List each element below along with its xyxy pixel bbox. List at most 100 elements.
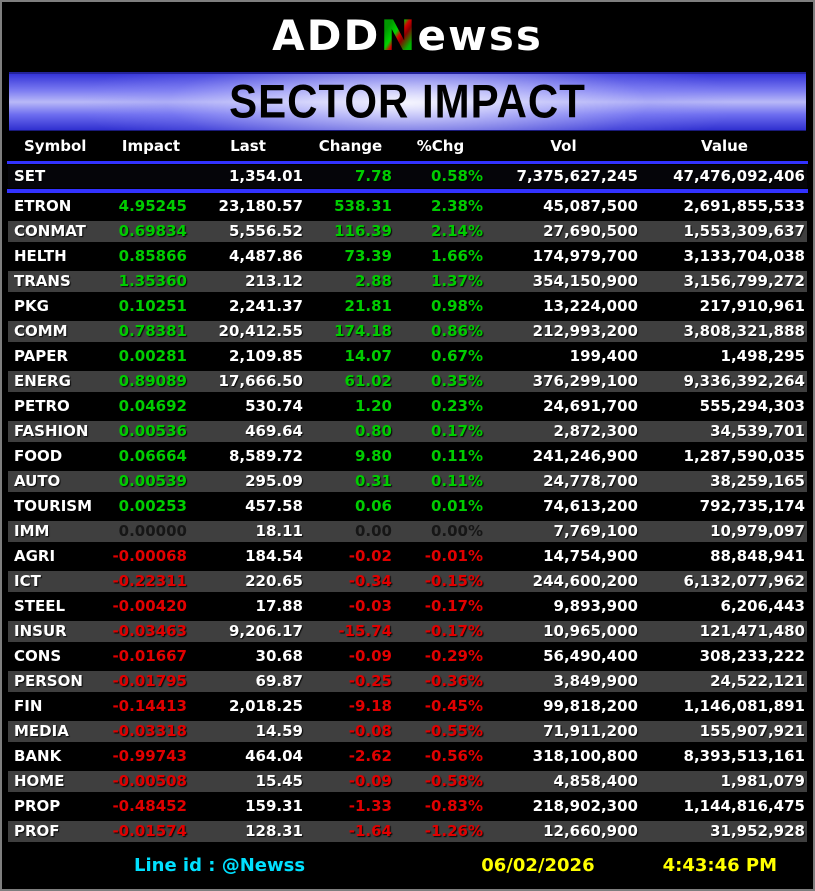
sector-pchg: 2.38% (430, 197, 483, 215)
sector-symbol: PERSON (14, 672, 83, 690)
sector-pchg: 2.14% (430, 222, 483, 240)
table-row: ENERG 0.89089 17,666.50 61.02 0.35% 376,… (8, 371, 807, 392)
sector-pchg: 0.86% (430, 322, 483, 340)
table-row: IMM 0.00000 18.11 0.00 0.00% 7,769,100 1… (8, 521, 807, 542)
sector-change: -0.03 (348, 597, 392, 615)
sector-pchg: 1.37% (430, 272, 483, 290)
sector-vol: 24,691,700 (543, 397, 638, 415)
table-row: PAPER 0.00281 2,109.85 14.07 0.67% 199,4… (8, 346, 807, 367)
sector-impact-value: 4.95245 (118, 197, 187, 215)
title-banner: SECTOR IMPACT (9, 72, 806, 131)
column-header-symbol: Symbol (24, 137, 87, 155)
sector-value: 34,539,701 (710, 422, 805, 440)
sector-table-body: ETRON 4.95245 23,180.57 538.31 2.38% 45,… (2, 196, 813, 842)
sector-impact-value: -0.01574 (112, 822, 187, 840)
sector-change: -2.62 (348, 747, 392, 765)
sector-change: -1.33 (348, 797, 392, 815)
sector-vol: 241,246,900 (532, 447, 638, 465)
sector-symbol: CONS (14, 647, 62, 665)
set-last: 1,354.01 (228, 167, 303, 185)
sector-vol: 7,769,100 (553, 522, 638, 540)
sector-last: 5,556.52 (228, 222, 303, 240)
sector-vol: 12,660,900 (543, 822, 638, 840)
sector-last: 469.64 (245, 422, 303, 440)
sector-last: 4,487.86 (228, 247, 303, 265)
date-label: 06/02/2026 (481, 854, 595, 876)
sector-pchg: -0.55% (424, 722, 483, 740)
sector-vol: 24,778,700 (543, 472, 638, 490)
sector-vol: 27,690,500 (543, 222, 638, 240)
sector-impact-value: -0.14413 (112, 697, 187, 715)
sector-pchg: 0.11% (430, 472, 483, 490)
table-row: ICT -0.22311 220.65 -0.34 -0.15% 244,600… (8, 571, 807, 592)
sector-pchg: 0.01% (430, 497, 483, 515)
sector-change: -0.25 (348, 672, 392, 690)
table-row: PETRO 0.04692 530.74 1.20 0.23% 24,691,7… (8, 396, 807, 417)
sector-last: 69.87 (255, 672, 303, 690)
sector-last: 30.68 (255, 647, 303, 665)
table-row: PROP -0.48452 159.31 -1.33 -0.83% 218,90… (8, 796, 807, 817)
sector-impact-value: 0.00253 (118, 497, 187, 515)
sector-value: 1,553,309,637 (683, 222, 805, 240)
sector-pchg: -0.01% (424, 547, 483, 565)
column-header-value: Value (701, 137, 748, 155)
sector-last: 530.74 (245, 397, 303, 415)
sector-impact-value: -0.01795 (112, 672, 187, 690)
table-row: BANK -0.99743 464.04 -2.62 -0.56% 318,10… (8, 746, 807, 767)
sector-last: 295.09 (245, 472, 303, 490)
sector-symbol: PKG (14, 297, 49, 315)
sector-value: 10,979,097 (710, 522, 805, 540)
sector-change: 1.20 (354, 397, 392, 415)
sector-value: 217,910,961 (699, 297, 805, 315)
sector-last: 9,206.17 (228, 622, 303, 640)
sector-value: 2,691,855,533 (683, 197, 805, 215)
sector-last: 17.88 (255, 597, 303, 615)
sector-pchg: 0.17% (430, 422, 483, 440)
sector-symbol: FIN (14, 697, 43, 715)
sector-change: 538.31 (334, 197, 392, 215)
sector-symbol: AUTO (14, 472, 61, 490)
sector-change: 0.31 (354, 472, 392, 490)
sector-change: 0.06 (354, 497, 392, 515)
table-row: CONMAT 0.69834 5,556.52 116.39 2.14% 27,… (8, 221, 807, 242)
sector-value: 1,498,295 (720, 347, 805, 365)
sector-impact-value: -0.03463 (112, 622, 187, 640)
sector-impact-value: 0.00539 (118, 472, 187, 490)
sector-vol: 244,600,200 (532, 572, 638, 590)
sector-value: 1,146,081,891 (683, 697, 805, 715)
sector-change: 14.07 (344, 347, 392, 365)
sector-last: 14.59 (255, 722, 303, 740)
sector-last: 2,241.37 (228, 297, 303, 315)
footer-bar: Line id : @Newss 06/02/2026 4:43:46 PM (2, 841, 813, 889)
table-row: FASHION 0.00536 469.64 0.80 0.17% 2,872,… (8, 421, 807, 442)
sector-vol: 212,993,200 (532, 322, 638, 340)
table-row: FIN -0.14413 2,018.25 -9.18 -0.45% 99,81… (8, 696, 807, 717)
sector-vol: 56,490,400 (543, 647, 638, 665)
sector-value: 31,952,928 (710, 822, 805, 840)
sector-pchg: 0.67% (430, 347, 483, 365)
sector-value: 3,156,799,272 (683, 272, 805, 290)
sector-impact-value: 0.00281 (118, 347, 187, 365)
sector-vol: 99,818,200 (543, 697, 638, 715)
line-id-label: Line id : @Newss (134, 854, 306, 876)
sector-pchg: -0.56% (424, 747, 483, 765)
sector-impact-value: 0.06664 (118, 447, 187, 465)
set-value: 47,476,092,406 (673, 167, 805, 185)
sector-pchg: -0.29% (424, 647, 483, 665)
sector-vol: 10,965,000 (543, 622, 638, 640)
sector-change: -0.09 (348, 647, 392, 665)
sector-symbol: PROP (14, 797, 61, 815)
sector-value: 6,206,443 (720, 597, 805, 615)
sector-vol: 318,100,800 (532, 747, 638, 765)
table-row: HELTH 0.85866 4,487.86 73.39 1.66% 174,9… (8, 246, 807, 267)
sector-pchg: 0.35% (430, 372, 483, 390)
sector-last: 213.12 (245, 272, 303, 290)
sector-vol: 9,893,900 (553, 597, 638, 615)
sector-value: 9,336,392,264 (683, 372, 805, 390)
sector-change: 0.00 (354, 522, 392, 540)
table-row: PROF -0.01574 128.31 -1.64 -1.26% 12,660… (8, 821, 807, 842)
sector-vol: 13,224,000 (543, 297, 638, 315)
sector-impact-value: -0.00068 (112, 547, 187, 565)
column-header-impact: Impact (121, 137, 181, 155)
sector-value: 8,393,513,161 (683, 747, 805, 765)
